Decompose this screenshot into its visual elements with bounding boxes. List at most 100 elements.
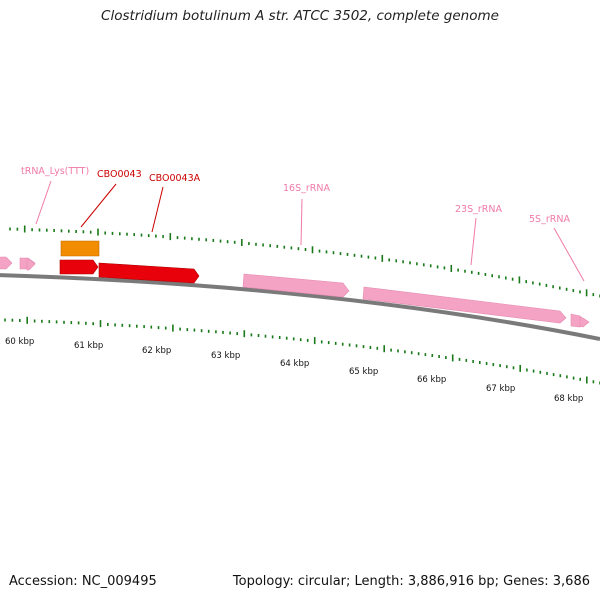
minor-tick xyxy=(276,244,279,248)
minor-tick xyxy=(236,332,238,336)
minor-tick xyxy=(133,233,135,237)
minor-tick xyxy=(111,231,114,235)
kbp-label: 62 kbp xyxy=(142,346,171,356)
minor-tick xyxy=(334,341,337,345)
minor-tick xyxy=(404,350,406,354)
minor-tick xyxy=(472,360,474,363)
rrna-feature-5s-b[interactable] xyxy=(579,316,590,328)
minor-tick xyxy=(222,330,224,334)
minor-tick xyxy=(572,289,575,293)
minor-tick xyxy=(417,352,420,356)
minor-tick xyxy=(31,228,33,232)
minor-tick xyxy=(390,348,392,352)
kbp-label: 68 kbp xyxy=(554,394,583,404)
minor-tick xyxy=(511,277,514,281)
minor-tick xyxy=(592,380,595,384)
minor-tick xyxy=(162,235,164,239)
feature-label-cbo0043: CBO0043 xyxy=(97,169,142,180)
kbp-label: 63 kbp xyxy=(211,351,240,361)
rna-feature-arrow-left-1[interactable] xyxy=(0,256,13,270)
minor-tick xyxy=(436,265,439,269)
minor-tick xyxy=(68,229,70,233)
minor-tick xyxy=(424,353,427,357)
minor-tick xyxy=(306,338,309,342)
minor-tick xyxy=(104,231,106,235)
feature-label-5s: 5S_rRNA xyxy=(529,214,570,225)
cds-feature-cbo0043a[interactable] xyxy=(98,262,200,284)
minor-tick xyxy=(492,363,495,367)
minor-tick xyxy=(341,342,344,346)
minor-tick xyxy=(262,243,264,247)
minor-tick xyxy=(269,244,271,248)
minor-tick xyxy=(121,323,124,327)
minor-tick xyxy=(183,236,186,240)
major-tick xyxy=(243,330,246,338)
major-tick xyxy=(381,254,384,262)
major-tick xyxy=(586,376,588,384)
minor-tick xyxy=(559,286,561,290)
major-tick xyxy=(313,337,316,345)
minor-tick xyxy=(410,351,413,355)
minor-tick xyxy=(85,321,87,325)
minor-tick xyxy=(339,252,342,256)
minor-tick xyxy=(11,318,14,322)
minor-tick xyxy=(332,251,335,255)
minor-tick xyxy=(92,322,94,326)
rrna-feature-23s[interactable] xyxy=(362,286,567,324)
cds-feature-orange[interactable] xyxy=(60,240,100,257)
minor-tick xyxy=(60,229,63,233)
minor-tick xyxy=(48,320,51,324)
minor-tick xyxy=(397,349,399,353)
minor-tick xyxy=(457,268,459,272)
minor-tick xyxy=(579,290,581,294)
minor-tick xyxy=(579,377,581,381)
accession-text: Accession: NC_009495 xyxy=(9,574,157,589)
minor-tick xyxy=(215,330,217,334)
minor-tick xyxy=(318,249,321,253)
cds-feature-cbo0043[interactable] xyxy=(59,259,99,275)
minor-tick xyxy=(255,242,257,246)
minor-tick xyxy=(395,259,397,263)
minor-tick xyxy=(271,335,274,339)
minor-tick xyxy=(546,371,548,375)
minor-tick xyxy=(16,227,19,231)
minor-tick xyxy=(140,233,143,237)
major-tick xyxy=(519,364,521,372)
minor-tick xyxy=(464,269,466,273)
minor-tick xyxy=(355,344,358,348)
leader-trna-lys xyxy=(35,180,52,225)
minor-tick xyxy=(150,325,153,329)
minor-tick xyxy=(193,328,196,332)
minor-tick xyxy=(219,239,222,243)
rna-feature-arrow-left-3[interactable] xyxy=(26,258,36,271)
leader-5s xyxy=(553,227,585,282)
minor-tick xyxy=(479,361,481,364)
inner-tick-track xyxy=(4,316,600,385)
feature-layer xyxy=(0,240,590,328)
minor-tick xyxy=(82,230,85,234)
minor-tick xyxy=(126,232,128,236)
minor-tick xyxy=(200,329,203,333)
minor-tick xyxy=(297,247,300,251)
minor-tick xyxy=(290,246,293,250)
minor-tick xyxy=(107,323,109,326)
minor-tick xyxy=(572,376,575,380)
minor-tick xyxy=(278,336,281,339)
minor-tick xyxy=(186,328,189,332)
minor-tick xyxy=(89,230,92,234)
minor-tick xyxy=(443,266,446,270)
kbp-scale-labels: 60 kbp 61 kbp 62 kbp 63 kbp 64 kbp 65 kb… xyxy=(5,337,583,404)
minor-tick xyxy=(552,285,554,289)
genome-backbone xyxy=(0,273,600,341)
minor-tick xyxy=(114,323,116,327)
minor-tick xyxy=(552,373,555,377)
minor-tick xyxy=(592,293,595,297)
rrna-feature-16s[interactable] xyxy=(242,273,350,298)
minor-tick xyxy=(229,331,231,335)
minor-tick xyxy=(75,230,77,233)
minor-tick xyxy=(77,321,80,325)
major-tick xyxy=(311,246,314,254)
leader-cbo0043a xyxy=(151,186,164,233)
minor-tick xyxy=(532,369,535,373)
